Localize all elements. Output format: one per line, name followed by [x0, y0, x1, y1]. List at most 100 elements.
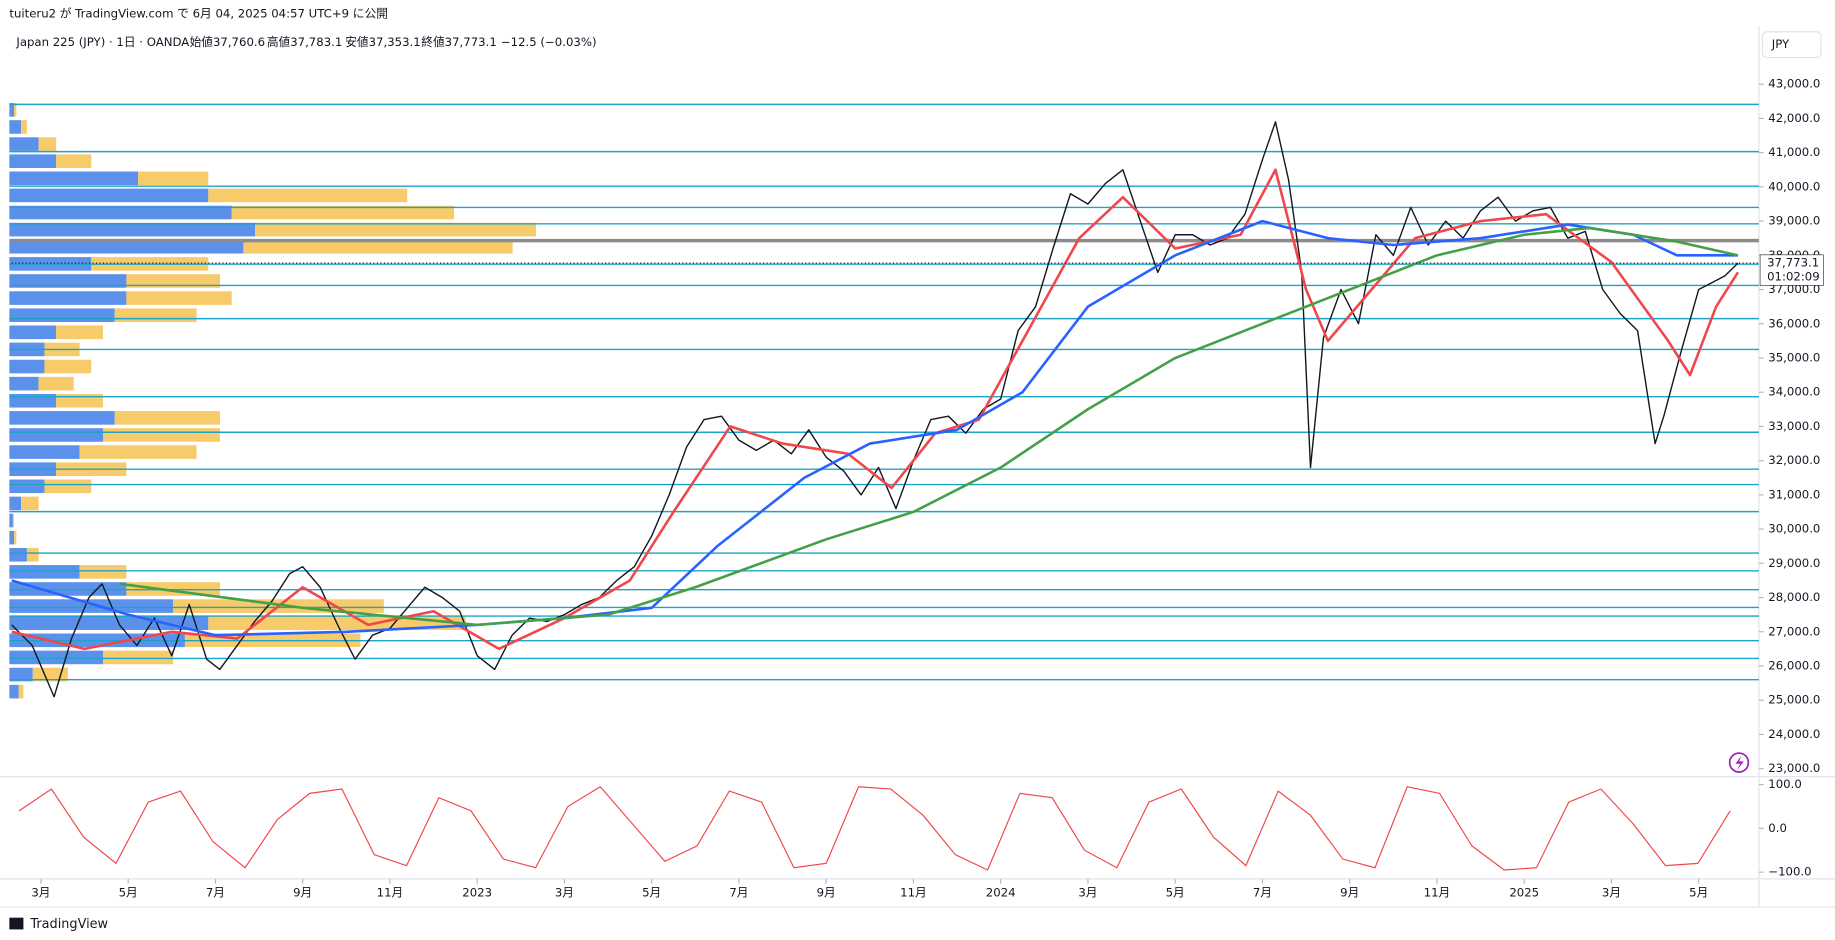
volume-profile-down	[79, 445, 197, 459]
y-tick-label: 31,000.0	[1768, 487, 1820, 501]
volume-profile-down	[38, 137, 57, 151]
volume-profile-down	[18, 684, 24, 699]
volume-profile-up	[9, 291, 127, 305]
volume-profile-down	[14, 530, 17, 545]
y-tick-label: 28,000.0	[1768, 590, 1820, 604]
volume-profile-down	[126, 274, 221, 288]
volume-profile-up	[9, 325, 57, 340]
y-tick-label: 33,000.0	[1768, 419, 1820, 433]
x-tick-label: 3月	[1602, 885, 1621, 899]
volume-profile-down	[12, 513, 15, 528]
volume-profile-up	[9, 103, 15, 117]
volume-profile-down	[102, 428, 221, 442]
x-tick-label: 11月	[377, 885, 404, 899]
volume-profile-up	[9, 684, 19, 699]
moving-average	[119, 226, 1739, 627]
x-tick-label: 3月	[1078, 885, 1097, 899]
volume-profile-up	[9, 479, 45, 494]
volume-profile-down	[21, 120, 27, 134]
y-tick-label: 41,000.0	[1768, 145, 1820, 159]
volume-profile-up	[9, 120, 22, 134]
x-tick-label: 5月	[642, 885, 661, 899]
volume-profile-up	[9, 188, 209, 203]
volume-profile-down	[126, 291, 232, 305]
volume-profile-down	[21, 496, 39, 511]
x-tick-label: 5月	[1166, 885, 1185, 899]
volume-profile-down	[138, 171, 209, 186]
volume-profile-up	[9, 222, 256, 237]
volume-profile-up	[9, 547, 27, 562]
volume-profile-down	[102, 650, 174, 665]
volume-profile-down	[114, 308, 197, 322]
y-tick-label: 32,000.0	[1768, 453, 1820, 467]
volume-profile-up	[9, 445, 80, 459]
change: −12.5 (−0.03%)	[501, 35, 597, 49]
y-tick-label: 42,000.0	[1768, 111, 1820, 125]
volume-profile-down	[38, 376, 74, 391]
x-tick-label: 7月	[729, 885, 748, 899]
y-tick-label: 27,000.0	[1768, 624, 1820, 638]
volume-profile-up	[9, 239, 244, 254]
volume-profile-up	[9, 308, 115, 322]
y-tick-label: 35,000.0	[1768, 350, 1820, 364]
ohlc-close: 終値37,773.1	[421, 35, 496, 49]
x-tick-label: 5月	[119, 885, 138, 899]
currency[interactable]: JPY	[1771, 37, 1790, 51]
symbol-info[interactable]: Japan 225 (JPY) · 1日 · OANDA	[15, 35, 189, 49]
volume-profile-down	[79, 565, 127, 579]
y-tick-label: 39,000.0	[1768, 214, 1820, 228]
volume-profile-up	[9, 513, 13, 528]
y-tick-label: 40,000.0	[1768, 179, 1820, 193]
volume-profile-up	[9, 565, 80, 579]
volume-profile-up	[9, 274, 127, 288]
x-tick-label: 9月	[1340, 885, 1359, 899]
oscillator-line	[18, 786, 1731, 871]
ohlc-low: 安値37,353.1	[345, 35, 420, 49]
volume-profile-down	[56, 325, 103, 340]
y-tick-label: 36,000.0	[1768, 316, 1820, 330]
x-tick-label: 3月	[555, 885, 574, 899]
y-tick-label: 34,000.0	[1768, 385, 1820, 399]
x-tick-label: 2023	[462, 885, 492, 899]
x-tick-label: 9月	[293, 885, 312, 899]
volume-profile-down	[26, 547, 39, 562]
x-tick-label: 5月	[1689, 885, 1708, 899]
x-tick-label: 9月	[817, 885, 836, 899]
x-tick-label: 2024	[986, 885, 1016, 899]
x-tick-label: 2025	[1509, 885, 1539, 899]
y-tick-label: 100.0	[1768, 777, 1801, 791]
volume-profile-down	[56, 393, 103, 408]
volume-profile-down	[255, 222, 536, 237]
publisher-line: tuiteru2 が TradingView.com で 6月 04, 2025…	[9, 7, 388, 21]
volume-profile-up	[9, 154, 57, 168]
volume-profile-up	[9, 667, 33, 682]
y-tick-label: 24,000.0	[1768, 727, 1820, 741]
x-tick-label: 11月	[900, 885, 927, 899]
volume-profile-up	[9, 393, 57, 408]
last-price-box	[1759, 254, 1824, 286]
volume-profile-down	[14, 103, 17, 117]
volume-profile-up	[9, 359, 45, 374]
currency-button[interactable]	[1761, 31, 1822, 59]
volume-profile-up	[9, 171, 139, 186]
volume-profile-up	[9, 530, 15, 545]
volume-profile-down	[114, 411, 221, 425]
last-price-label: 37,773.1	[1767, 256, 1819, 270]
ohlc-open: 始値37,760.6	[190, 35, 265, 49]
volume-profile-up	[9, 650, 103, 665]
x-tick-label: 7月	[1253, 885, 1272, 899]
volume-profile-up	[9, 599, 174, 613]
x-tick-label: 11月	[1424, 885, 1451, 899]
y-tick-label: 30,000.0	[1768, 522, 1820, 536]
volume-profile-up	[9, 428, 103, 442]
alert-icon-bolt	[1735, 755, 1744, 771]
volume-profile-down	[56, 154, 92, 168]
y-tick-label: −100.0	[1768, 865, 1811, 879]
volume-profile-down	[243, 239, 513, 254]
volume-profile-down	[208, 188, 408, 203]
y-tick-label: 25,000.0	[1768, 693, 1820, 707]
x-tick-label: 7月	[206, 885, 225, 899]
